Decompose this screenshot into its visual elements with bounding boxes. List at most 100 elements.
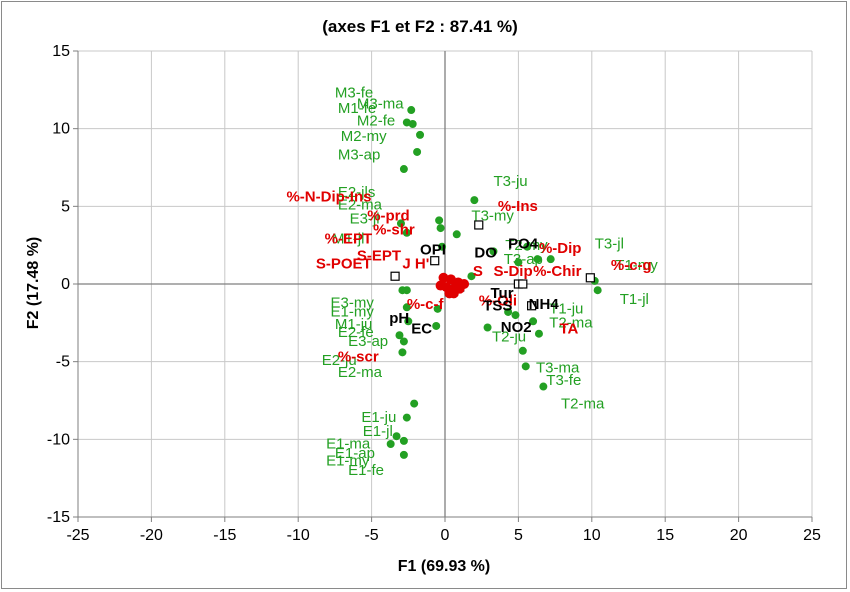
- observation-point: [416, 130, 425, 139]
- variable-label-red: J H': [402, 255, 429, 272]
- x-tick-label: 0: [441, 527, 450, 544]
- observation-label: T2-ma: [549, 314, 593, 331]
- observation-point: [534, 329, 543, 338]
- y-tick-label: 15: [52, 43, 70, 60]
- observation-label: E1-my: [326, 453, 370, 470]
- observation-point: [514, 258, 523, 267]
- observation-label: E1-ma: [326, 436, 371, 453]
- observation-point: [435, 216, 444, 225]
- observation-point: [399, 436, 408, 445]
- variable-label-red: S-EPT: [357, 248, 401, 265]
- chart-title: (axes F1 et F2 : 87.41 %): [322, 17, 518, 36]
- observation-point: [483, 323, 492, 332]
- observation-label: E3-jl: [350, 210, 380, 227]
- observation-label: E1-ap: [335, 445, 375, 462]
- observation-point: [410, 399, 419, 408]
- x-axis-title: F1 (69.93 %): [398, 558, 490, 575]
- observation-label: M1-jl: [332, 231, 365, 248]
- variable-label-black: pH: [389, 310, 409, 327]
- variable-label-black: PO4: [508, 235, 539, 252]
- variable-point: [459, 279, 470, 289]
- observation-point: [438, 242, 447, 251]
- observation-point: [399, 450, 408, 459]
- observation-point: [529, 317, 538, 326]
- observation-point: [521, 362, 530, 371]
- observation-point: [539, 382, 548, 391]
- variable-label-red: %-Ins: [498, 198, 538, 215]
- variable-label-red: S: [473, 263, 483, 280]
- x-tick-label: -10: [287, 527, 310, 544]
- observation-point: [470, 196, 479, 205]
- y-axis-title: F2 (17.48 %): [25, 237, 42, 329]
- observation-point: [392, 432, 401, 441]
- y-tick-label: 5: [61, 198, 70, 215]
- observation-label: M3-fe: [335, 85, 373, 102]
- observation-point: [413, 147, 422, 156]
- observation-label: E1-my: [330, 304, 374, 321]
- variable-label-red: %-EPT: [325, 231, 373, 248]
- observation-point: [546, 255, 555, 264]
- variable-label-black: NH4: [529, 296, 560, 313]
- variable-label-red: %-shr: [373, 221, 415, 238]
- variable-label-black: EC: [411, 321, 432, 338]
- variable-label-red: TA: [560, 321, 579, 338]
- observation-label: E2-jls: [338, 184, 376, 201]
- variable-label-red: S-Dip: [493, 263, 532, 280]
- observation-point: [404, 317, 413, 326]
- variable-label-black: TSS: [483, 297, 512, 314]
- observation-point: [396, 219, 405, 228]
- observation-label: T1-jl: [620, 291, 649, 308]
- observation-label: T3-ap: [504, 251, 543, 268]
- variable-label-red: %-c-g: [611, 257, 652, 274]
- variable-label-red: %-c-f: [407, 296, 445, 313]
- observation-point: [433, 304, 442, 313]
- observation-point: [504, 307, 513, 316]
- variable-label-black: OPI: [420, 241, 446, 258]
- observation-point: [402, 413, 411, 422]
- observation-point: [533, 255, 542, 264]
- observation-point: [402, 228, 411, 237]
- variable-label-red: %-Chir: [533, 263, 581, 280]
- x-tick-label: 20: [730, 527, 748, 544]
- observation-label: M1-ju: [335, 316, 373, 333]
- observation-label: E2-ma: [338, 196, 383, 213]
- observation-point: [402, 303, 411, 312]
- observation-label: E2-fe: [338, 324, 374, 341]
- variable-label-red: %-prd: [367, 207, 410, 224]
- variable-points: [435, 272, 470, 299]
- ticks-layer: -25 -20 -15 -10 -5 0 5 10 15 20 25 15 10 5 0 -5 -10 -15: [47, 43, 821, 544]
- observation-label: E1-ju: [361, 409, 396, 426]
- variable-label-black: Tur: [491, 285, 514, 302]
- observation-point: [452, 230, 461, 239]
- variable-label-black: DO: [474, 245, 497, 262]
- observation-label: M3-ma: [357, 95, 404, 112]
- variable-label-red: %-N-Dip-Ins: [286, 189, 371, 206]
- x-tick-label: 5: [514, 527, 523, 544]
- observation-label: T2-my: [505, 237, 548, 254]
- observation-label: T3-my: [471, 207, 514, 224]
- observation-label: T3-fe: [546, 372, 581, 389]
- variable-label-red: %-scr: [338, 349, 379, 366]
- observation-point: [398, 348, 407, 357]
- observation-label: T3-ma: [536, 360, 580, 377]
- observation-point: [399, 337, 408, 346]
- observation-label: T1-my: [615, 257, 658, 274]
- observation-label: E1-fe: [348, 462, 384, 479]
- observation-label: E2-ma: [338, 364, 383, 381]
- observation-point: [386, 439, 395, 448]
- observation-label: T2-ju: [492, 328, 526, 345]
- supplementary-marker: [474, 220, 484, 230]
- observation-point: [489, 247, 498, 256]
- y-tick-label: -5: [56, 354, 70, 371]
- y-tick-label: -10: [47, 431, 70, 448]
- observation-label: E1-jl: [363, 423, 393, 440]
- observation-point: [398, 286, 407, 295]
- observation-point: [518, 346, 527, 355]
- observation-label: E2-ju: [322, 352, 357, 369]
- variable-label-red: %-Oli: [479, 293, 517, 310]
- variable-label-red: %-Dip: [539, 240, 582, 257]
- observation-point: [436, 224, 445, 233]
